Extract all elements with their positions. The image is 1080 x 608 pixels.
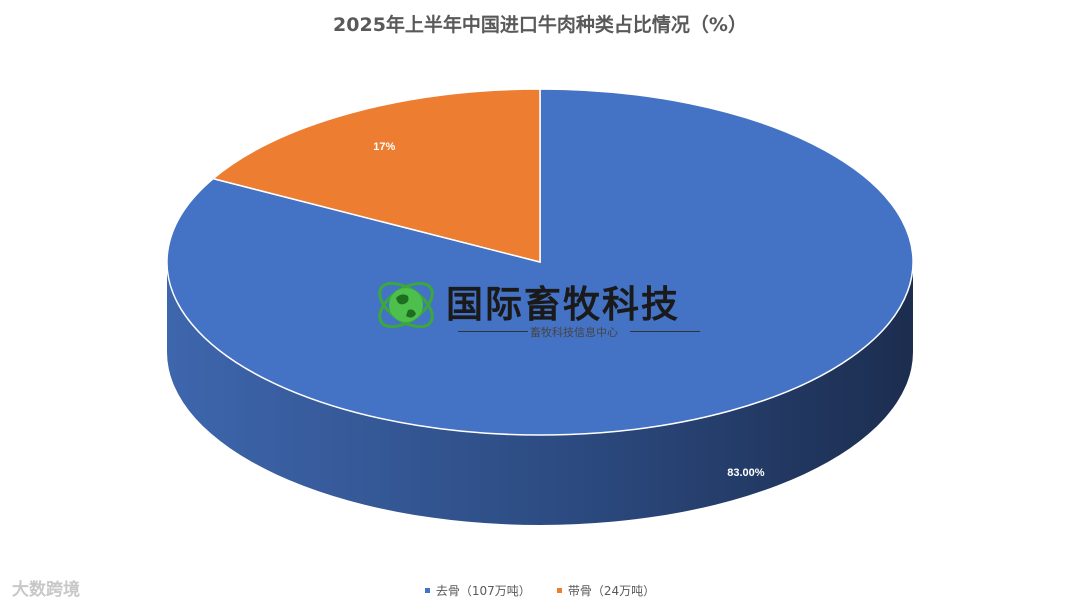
legend-label: 带骨（24万吨） bbox=[567, 584, 656, 598]
pie-slice-1 bbox=[211, 88, 541, 263]
pie-side-rim bbox=[167, 262, 913, 525]
legend-item-bone-in: 带骨（24万吨） bbox=[556, 582, 656, 599]
legend-label: 去骨（107万吨） bbox=[435, 584, 531, 598]
watermark-subtitle: 畜牧科技信息中心 bbox=[530, 326, 618, 339]
legend-item-boneless: 去骨（107万吨） bbox=[424, 582, 531, 599]
globe-icon bbox=[378, 281, 434, 329]
pie-data-label: 83.00% bbox=[727, 467, 765, 479]
legend-swatch bbox=[556, 588, 562, 593]
chart-legend: 去骨（107万吨） 带骨（24万吨） bbox=[0, 582, 1080, 599]
watermark-logo: 国际畜牧科技 畜牧科技信息中心 bbox=[372, 268, 712, 342]
watermark-divider bbox=[630, 331, 700, 332]
watermark-title: 国际畜牧科技 bbox=[446, 283, 680, 326]
watermark-divider bbox=[458, 331, 528, 332]
corner-watermark: 大数跨境 bbox=[12, 580, 80, 600]
legend-swatch bbox=[424, 588, 430, 593]
chart-title: 2025年上半年中国进口牛肉种类占比情况（%） bbox=[333, 14, 747, 36]
pie-data-label: 17% bbox=[373, 141, 395, 153]
